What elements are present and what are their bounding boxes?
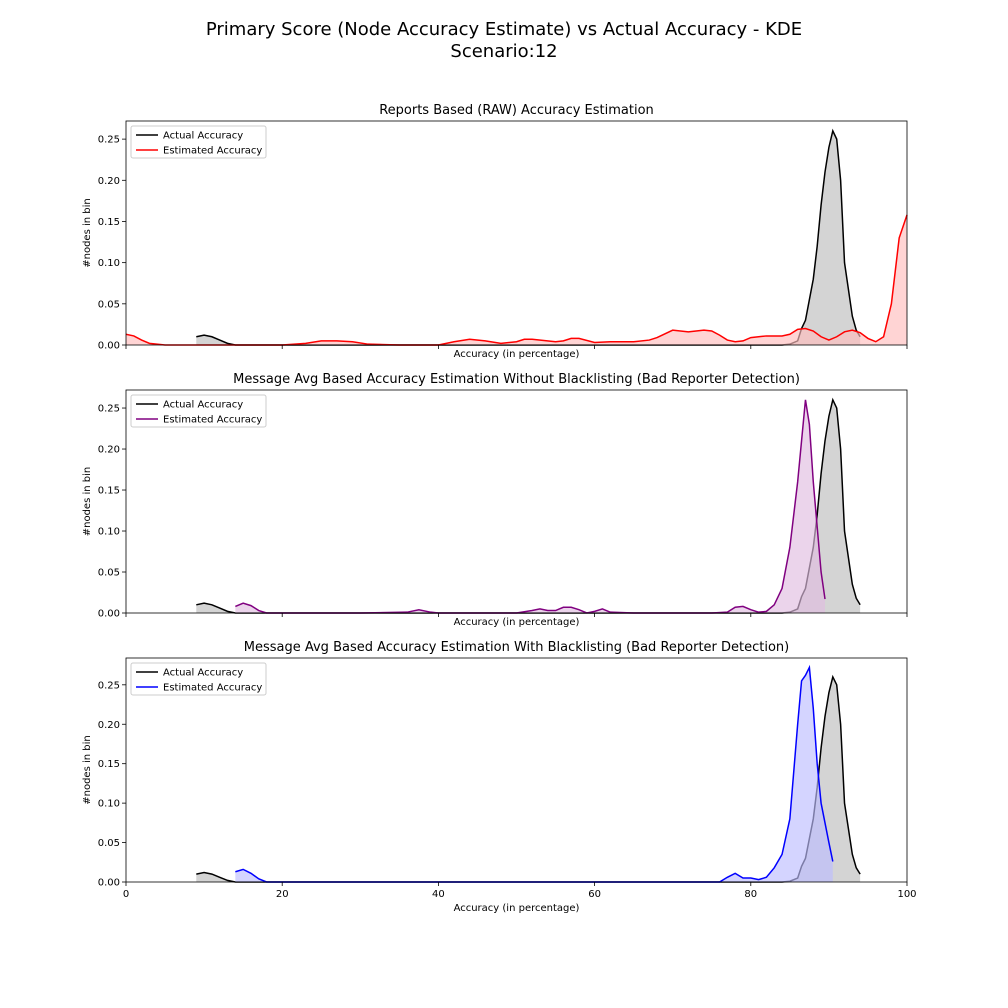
x-tick-label: 80 (744, 889, 757, 900)
x-tick-label: 40 (432, 889, 445, 900)
y-tick-label: 0.20 (98, 445, 120, 456)
x-axis-label: Accuracy (in percentage) (454, 617, 580, 628)
axes-frame (125, 120, 908, 346)
series-area-raw (126, 214, 907, 345)
panel-title: Reports Based (RAW) Accuracy Estimation (379, 103, 654, 118)
y-tick-label: 0.25 (98, 680, 120, 691)
legend: Actual Accuracy Estimated Accuracy (130, 394, 267, 428)
legend-box (130, 125, 267, 159)
series-line-no_blacklist (235, 399, 826, 614)
series-area-actual (196, 130, 861, 345)
series-line-actual (196, 397, 861, 614)
y-tick-label: 0.05 (98, 838, 120, 849)
panel-title: Message Avg Based Accuracy Estimation Wi… (244, 640, 790, 655)
legend-box (130, 394, 267, 428)
legend-label: Actual Accuracy (163, 400, 243, 411)
panel-blacklisting-estimation: Message Avg Based Accuracy Estimation Wi… (82, 640, 917, 914)
legend-label: Estimated Accuracy (163, 683, 262, 694)
y-tick-label: 0.10 (98, 527, 120, 538)
y-tick-label: 0.00 (98, 341, 120, 352)
figure-title-line-2: Scenario:12 (450, 41, 557, 62)
series-area-actual (196, 399, 861, 613)
legend-label: Actual Accuracy (163, 668, 243, 679)
x-axis-label: Accuracy (in percentage) (454, 903, 580, 914)
panel-raw-accuracy-estimation: Reports Based (RAW) Accuracy Estimation 0… (82, 103, 908, 360)
series-area-actual (196, 676, 861, 882)
x-tick-label: 0 (123, 889, 129, 900)
y-axis-label: #nodes in bin (82, 735, 93, 804)
y-tick-label: 0.05 (98, 299, 120, 310)
x-tick-label: 60 (588, 889, 601, 900)
y-axis-label: #nodes in bin (82, 467, 93, 536)
axes-frame (125, 389, 908, 614)
legend-label: Estimated Accuracy (163, 146, 262, 157)
series-area-blacklist (235, 667, 833, 882)
series-line-raw (125, 214, 908, 346)
legend: Actual Accuracy Estimated Accuracy (130, 662, 267, 696)
y-tick-label: 0.25 (98, 135, 120, 146)
y-tick-label: 0.15 (98, 759, 120, 770)
series-line-actual (196, 128, 861, 346)
y-axis-label: #nodes in bin (82, 198, 93, 267)
series-line-blacklist (235, 664, 834, 883)
panel-title: Message Avg Based Accuracy Estimation Wi… (233, 372, 800, 387)
series-line-actual (196, 674, 861, 883)
legend-label: Actual Accuracy (163, 131, 243, 142)
x-tick-label: 100 (897, 889, 916, 900)
figure-title-line-1: Primary Score (Node Accuracy Estimate) v… (206, 19, 802, 40)
y-tick-label: 0.20 (98, 176, 120, 187)
y-tick-label: 0.05 (98, 568, 120, 579)
series-area-no_blacklist (235, 399, 826, 613)
legend-box (130, 662, 267, 696)
y-tick-label: 0.15 (98, 217, 120, 228)
legend: Actual Accuracy Estimated Accuracy (130, 125, 267, 159)
y-tick-label: 0.10 (98, 799, 120, 810)
y-tick-label: 0.10 (98, 258, 120, 269)
x-tick-label: 20 (276, 889, 289, 900)
legend-label: Estimated Accuracy (163, 415, 262, 426)
y-tick-label: 0.15 (98, 486, 120, 497)
axes-frame (125, 657, 908, 883)
y-tick-label: 0.25 (98, 404, 120, 415)
x-axis-label: Accuracy (in percentage) (454, 349, 580, 360)
y-tick-label: 0.00 (98, 878, 120, 889)
y-tick-label: 0.20 (98, 720, 120, 731)
panel-no-blacklisting-estimation: Message Avg Based Accuracy Estimation Wi… (82, 372, 908, 628)
y-tick-label: 0.00 (98, 609, 120, 620)
